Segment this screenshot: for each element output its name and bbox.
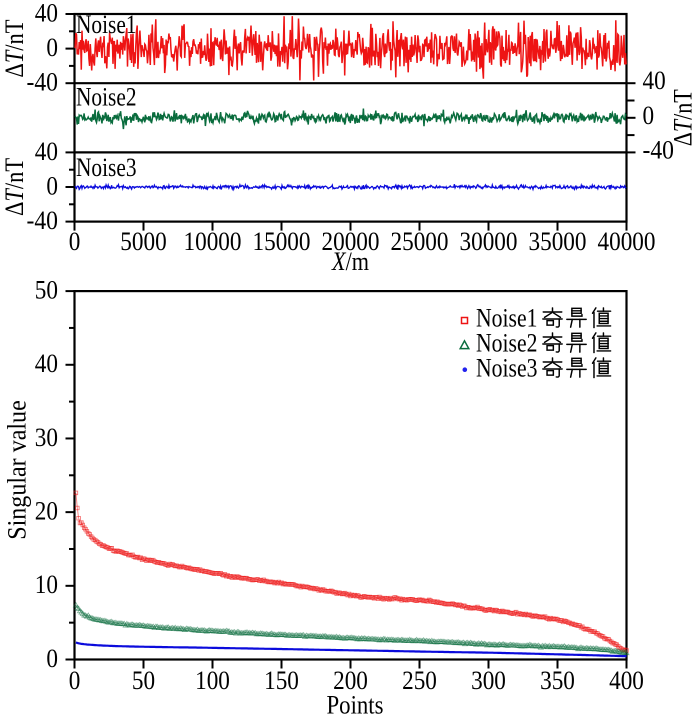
svg-text:0: 0 (69, 666, 81, 695)
svg-text:25000: 25000 (391, 227, 449, 256)
svg-text:X/m: X/m (331, 247, 369, 276)
svg-text:10000: 10000 (184, 227, 242, 256)
svg-text:30: 30 (35, 423, 58, 452)
svg-text:100: 100 (195, 666, 230, 695)
svg-text:-40: -40 (27, 206, 59, 235)
svg-text:Noise2: Noise2 (76, 82, 137, 111)
svg-text:20000: 20000 (322, 227, 380, 256)
svg-text:0: 0 (69, 227, 81, 256)
svg-text:Noise1: Noise1 (476, 304, 538, 333)
svg-text:20: 20 (35, 496, 58, 525)
svg-text:15000: 15000 (253, 227, 311, 256)
svg-text:40: 40 (35, 137, 58, 166)
svg-text:300: 300 (471, 666, 506, 695)
svg-text:40: 40 (35, 349, 58, 378)
svg-text:ΔT/nT: ΔT/nT (0, 158, 29, 216)
svg-text:400: 400 (609, 666, 644, 695)
svg-text:10: 10 (35, 570, 58, 599)
svg-text:50: 50 (35, 275, 58, 304)
svg-text:-40: -40 (643, 135, 675, 164)
svg-text:Singular value: Singular value (3, 400, 32, 540)
svg-text:0: 0 (643, 101, 655, 130)
svg-text:0: 0 (46, 33, 58, 62)
svg-text:50: 50 (132, 666, 155, 695)
svg-text:40000: 40000 (598, 227, 656, 256)
svg-text:0: 0 (46, 644, 58, 673)
svg-text:Noise3: Noise3 (76, 153, 137, 182)
svg-text:0: 0 (46, 172, 58, 201)
svg-text:ΔT/nT: ΔT/nT (669, 89, 698, 146)
svg-text:Noise2: Noise2 (476, 329, 538, 358)
svg-text:40: 40 (35, 0, 58, 28)
svg-text:Points: Points (327, 691, 384, 720)
svg-text:200: 200 (333, 666, 368, 695)
svg-text:350: 350 (540, 666, 575, 695)
svg-text:250: 250 (402, 666, 437, 695)
svg-text:-40: -40 (27, 68, 59, 97)
svg-text:Noise3: Noise3 (476, 354, 538, 383)
svg-text:30000: 30000 (460, 227, 518, 256)
svg-text:5000: 5000 (120, 227, 166, 256)
svg-text:150: 150 (264, 666, 299, 695)
svg-text:ΔT/nT: ΔT/nT (0, 20, 29, 78)
svg-text:40: 40 (643, 66, 666, 95)
svg-text:35000: 35000 (529, 227, 587, 256)
